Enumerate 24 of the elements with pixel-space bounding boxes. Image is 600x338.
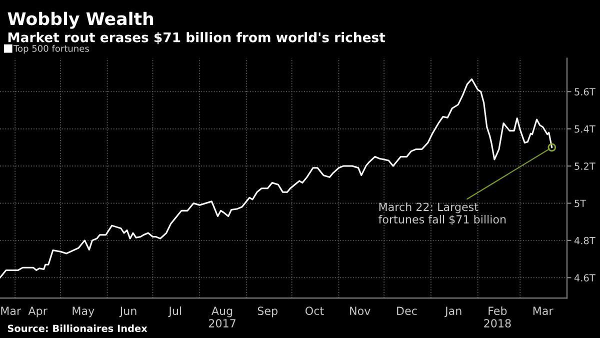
y-tick-label: 4.8T: [574, 236, 596, 244]
x-tick-label: Oct: [306, 306, 324, 316]
x-tick-label: Jun: [119, 306, 136, 318]
chart-title: Wobbly Wealth: [8, 12, 154, 29]
x-tick-label: Nov: [350, 306, 370, 316]
x-tick-label: Feb 2018: [484, 306, 511, 328]
y-tick-label: 5.6T: [574, 88, 596, 96]
y-tick-label: 5.4T: [574, 125, 596, 133]
x-tick-label: Aug 2017: [208, 306, 236, 328]
legend-label: Top 500 fortunes: [14, 44, 89, 54]
source-note: Source: Billionaires Index: [8, 324, 148, 332]
annotation: March 22: Largest fortunes fall $71 billion: [378, 202, 506, 226]
x-tick-label: May: [72, 306, 94, 318]
x-tick-label: Jul: [168, 306, 182, 318]
chart-subtitle: Market rout erases $71 billion from world's richest: [8, 32, 386, 44]
x-tick-label: Dec: [397, 306, 417, 316]
x-tick-label: Apr: [28, 306, 48, 318]
x-tick-label: Jan: [444, 306, 462, 318]
y-tick-label: 5T: [574, 200, 586, 208]
x-tick-label: Mar: [533, 306, 554, 316]
x-tick-label: Mar: [1, 306, 22, 316]
y-tick-label: 4.6T: [574, 274, 596, 282]
y-tick-label: 5.2T: [574, 162, 596, 170]
x-tick-label: Sep: [258, 306, 278, 318]
